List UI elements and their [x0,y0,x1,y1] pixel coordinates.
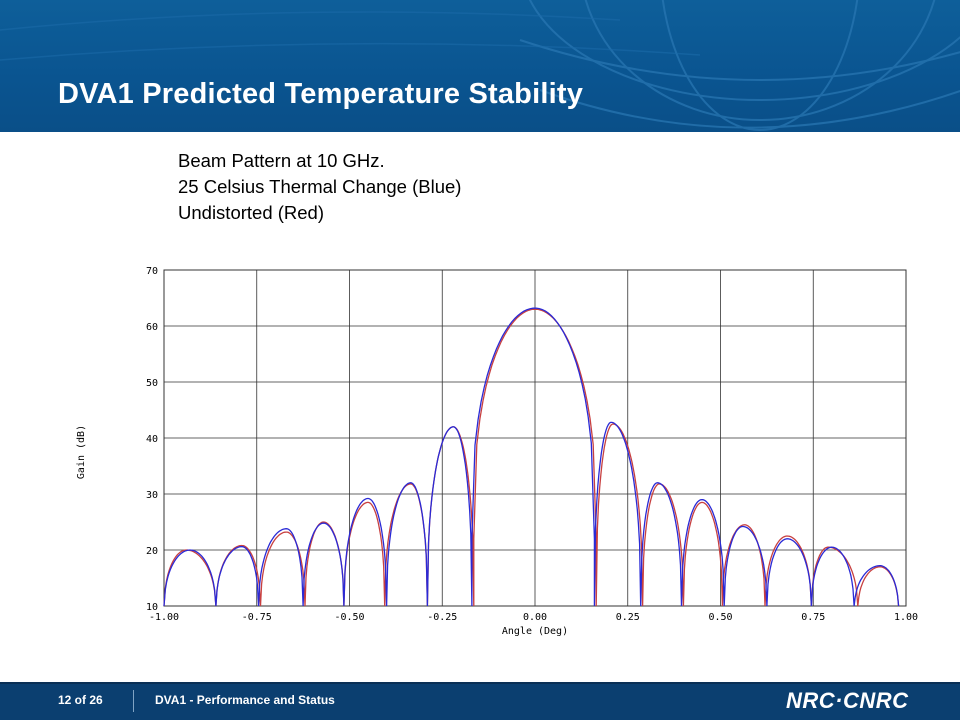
x-tick-label: -0.25 [427,612,457,623]
footer-top-rule [0,682,960,684]
slide-footer: 12 of 26 DVA1 - Performance and Status N… [0,682,960,720]
series-layer [163,307,900,607]
series-line-blue [163,307,900,607]
x-tick-label: 0.75 [801,612,825,623]
x-axis-label: Angle (Deg) [502,626,568,637]
slide-header: DVA1 Predicted Temperature Stability [0,0,960,132]
y-tick-label: 30 [146,490,158,501]
caption-line-blue: 25 Celsius Thermal Change (Blue) [178,176,462,197]
nrc-logo-text: NRC·CNRC [786,688,909,713]
footer-title: DVA1 - Performance and Status [155,693,335,707]
y-tick-label: 40 [146,434,158,445]
nrc-logo: NRC·CNRC [786,688,916,714]
y-tick-label: 20 [146,546,158,557]
y-tick-label: 60 [146,322,158,333]
beam-pattern-chart: -1.00 -0.75 -0.50 -0.25 0.00 0.25 0.50 0.75 1.00… [76,266,918,637]
y-tick-label: 50 [146,378,158,389]
grid [163,269,907,607]
caption-line-frequency: Beam Pattern at 10 GHz. [178,150,385,171]
x-tick-label: -0.75 [242,612,272,623]
x-tick-label: -0.50 [334,612,364,623]
slide-title: DVA1 Predicted Temperature Stability [58,78,584,110]
x-tick-label: 0.25 [616,612,640,623]
chart-caption: Beam Pattern at 10 GHz. 25 Celsius Therm… [178,148,461,226]
page-number: 12 of 26 [58,693,103,707]
y-axis-label: Gain (dB) [76,425,87,479]
series-line-red [163,308,900,607]
caption-line-red: Undistorted (Red) [178,202,325,223]
x-tick-label: -1.00 [149,612,179,623]
x-tick-label: 0.00 [523,612,547,623]
tick-labels: -1.00 -0.75 -0.50 -0.25 0.00 0.25 0.50 0.75 1.00… [146,266,918,623]
x-tick-label: 1.00 [894,612,918,623]
x-tick-label: 0.50 [708,612,732,623]
header-globe-decoration [0,0,960,131]
y-tick-label: 70 [146,266,158,277]
footer-separator [133,690,134,712]
y-tick-label: 10 [146,602,158,613]
